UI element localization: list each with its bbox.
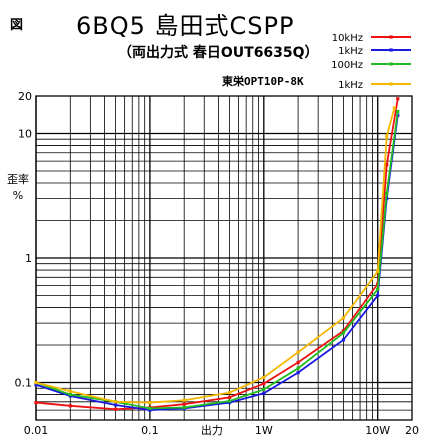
data-point xyxy=(262,391,266,395)
data-point xyxy=(392,106,396,110)
data-point xyxy=(341,329,346,333)
legend-label: 100Hz xyxy=(331,60,363,71)
figure-label: 図 xyxy=(10,18,24,33)
data-point xyxy=(262,382,266,386)
x-tick-label: 1W xyxy=(255,424,273,437)
chart-subtitle: （両出力式 春日OUT6635Q） xyxy=(118,45,319,61)
data-point xyxy=(385,134,389,138)
data-point xyxy=(385,163,389,167)
legend-label: 1kHz xyxy=(338,80,363,91)
data-point xyxy=(182,402,186,406)
y-tick-label: 1 xyxy=(25,252,32,265)
legend-marker xyxy=(389,82,393,86)
y-tick-label: 10 xyxy=(18,127,32,140)
data-point xyxy=(34,383,38,387)
data-point xyxy=(396,97,400,101)
x-tick-label: 0.01 xyxy=(24,424,49,437)
data-point xyxy=(262,375,266,379)
legend-marker xyxy=(389,48,393,52)
chart-title: 6BQ5 島田式CSPP xyxy=(76,12,295,40)
x-axis-label: 出力 xyxy=(201,423,223,437)
legend-label: 10kHz xyxy=(332,33,363,44)
data-point xyxy=(262,387,266,392)
grid xyxy=(35,95,413,421)
data-point xyxy=(148,408,152,412)
data-point xyxy=(396,109,400,114)
x-tick-label: 20 xyxy=(405,424,419,437)
data-point xyxy=(148,400,152,405)
data-point xyxy=(182,405,186,410)
y-axis-label: 歪率 % xyxy=(7,172,29,204)
axes: 0.01 0.1 1W 10W 20 出力 0.1 1 10 20 xyxy=(15,90,420,437)
transformer-label: 東栄OPT10P-8K xyxy=(222,75,304,88)
data-point xyxy=(376,293,380,298)
series-lines xyxy=(34,97,400,412)
y-tick-label: 0.1 xyxy=(15,377,33,390)
data-point xyxy=(341,338,346,342)
data-point xyxy=(114,403,118,407)
data-point xyxy=(341,316,346,320)
data-point xyxy=(114,407,118,411)
data-point xyxy=(68,392,72,397)
data-point xyxy=(296,360,300,365)
plot-frame xyxy=(35,95,413,421)
data-point xyxy=(341,331,346,335)
legend: 10kHz 1kHz 100Hz 1kHz xyxy=(331,33,411,91)
data-point xyxy=(296,371,300,375)
data-point xyxy=(34,380,38,385)
data-point xyxy=(34,400,38,405)
x-tick-label: 0.1 xyxy=(141,424,159,437)
y-axis-label-line2: % xyxy=(12,189,24,202)
data-point xyxy=(227,390,232,395)
data-point xyxy=(376,269,380,274)
data-point xyxy=(68,389,72,393)
y-tick-label: 20 xyxy=(18,90,32,103)
data-point xyxy=(182,398,186,402)
legend-marker xyxy=(389,62,393,66)
data-point xyxy=(227,399,232,403)
data-point xyxy=(376,287,380,291)
x-tick-label: 10W xyxy=(365,424,390,437)
legend-label: 1kHz xyxy=(338,46,363,57)
data-point xyxy=(148,406,152,410)
data-point xyxy=(68,404,72,408)
data-point xyxy=(296,350,300,354)
y-axis-label-line1: 歪率 xyxy=(7,173,29,186)
series-line-4 xyxy=(35,107,396,404)
data-point xyxy=(385,191,389,196)
legend-marker xyxy=(389,35,393,39)
data-point xyxy=(114,400,118,404)
data-point xyxy=(227,395,232,399)
data-point xyxy=(296,366,300,370)
